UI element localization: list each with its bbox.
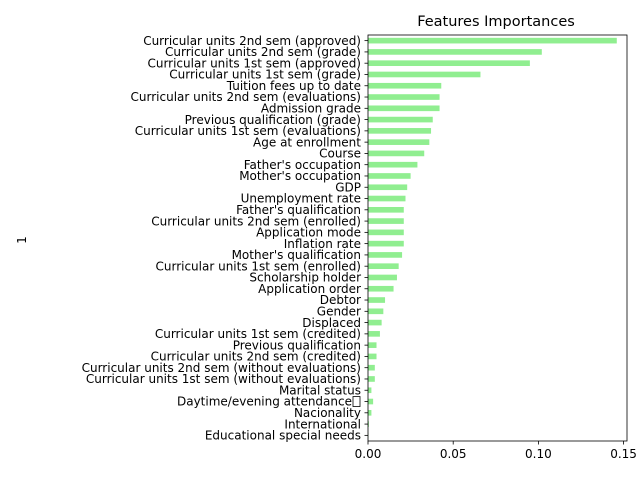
bar-29 (368, 365, 375, 371)
bar-14 (368, 196, 405, 202)
bar-30 (368, 376, 375, 382)
x-tick-labels: 0.00 0.05 0.10 0.15 (355, 441, 637, 461)
bar-7 (368, 117, 433, 123)
x-tick-label-3: 0.15 (610, 447, 637, 461)
bar-23 (368, 297, 385, 303)
bar-2 (368, 60, 530, 66)
x-tick-label-1: 0.05 (440, 447, 467, 461)
bar-6 (368, 105, 440, 111)
x-tick-label-2: 0.10 (525, 447, 552, 461)
bar-26 (368, 331, 380, 337)
bar-17 (368, 230, 404, 236)
bar-21 (368, 275, 397, 281)
y-axis-label: 1 (15, 236, 29, 244)
bar-25 (368, 320, 382, 326)
bar-3 (368, 72, 480, 78)
bar-28 (368, 354, 377, 360)
y-tick-labels: Curricular units 2nd sem (approved)Curri… (82, 34, 368, 443)
bar-1 (368, 49, 542, 55)
bar-31 (368, 387, 371, 393)
bar-32 (368, 399, 373, 405)
bar-4 (368, 83, 441, 89)
bars-layer (368, 38, 617, 438)
bar-27 (368, 342, 377, 348)
bar-33 (368, 410, 371, 416)
bar-15 (368, 207, 404, 213)
y-tick-label-35: Educational special needs (205, 429, 361, 443)
bar-13 (368, 184, 407, 190)
bar-16 (368, 218, 404, 224)
chart-title: Features Importances (417, 14, 575, 30)
bar-18 (368, 241, 404, 247)
bar-22 (368, 286, 394, 292)
bar-20 (368, 263, 399, 269)
bar-10 (368, 151, 424, 157)
bar-8 (368, 128, 431, 134)
bar-0 (368, 38, 617, 44)
bar-19 (368, 252, 402, 258)
bar-9 (368, 139, 429, 145)
x-tick-label-0: 0.00 (355, 447, 382, 461)
bar-11 (368, 162, 417, 168)
bar-5 (368, 94, 440, 100)
bar-12 (368, 173, 411, 179)
bar-24 (368, 308, 383, 314)
